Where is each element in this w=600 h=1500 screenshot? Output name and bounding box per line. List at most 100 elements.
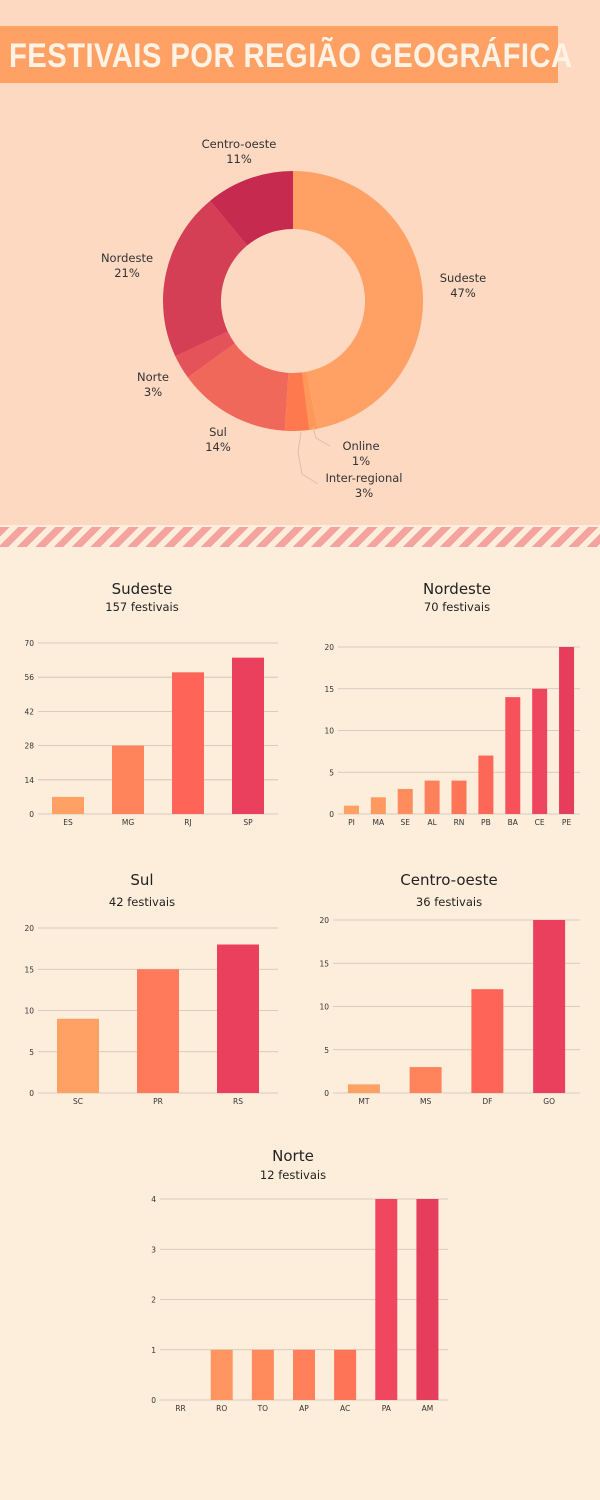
bar-rj [172, 672, 204, 814]
y-tick-label: 14 [24, 776, 34, 785]
x-tick-label-al: AL [427, 818, 437, 827]
x-tick-label-ro: RO [216, 1404, 227, 1413]
chart-title-nordeste: Nordeste [423, 580, 491, 598]
donut-slice-inter-regional [284, 372, 310, 432]
donut-value-norte: 3% [144, 385, 162, 399]
donut-value-nordeste: 21% [114, 266, 140, 280]
bar-ba [505, 697, 521, 814]
bar-al [424, 780, 440, 814]
donut-slice-centro-oeste [210, 171, 293, 246]
x-tick-label-pe: PE [562, 818, 572, 827]
y-tick-label: 5 [329, 768, 334, 777]
y-tick-label: 0 [29, 1089, 34, 1098]
bar-am [416, 1199, 439, 1400]
x-tick-label-ma: MA [373, 818, 385, 827]
donut-label-norte: Norte [137, 370, 169, 384]
y-tick-label: 10 [24, 1007, 34, 1016]
donut-slice-sul [187, 343, 289, 431]
y-tick-label: 2 [151, 1296, 156, 1305]
x-tick-label-pb: PB [481, 818, 491, 827]
x-tick-label-rs: RS [233, 1097, 243, 1106]
y-tick-label: 70 [24, 639, 34, 648]
bar-se [397, 788, 413, 814]
leader-line-inter-regional [297, 431, 319, 485]
title-bar: FESTIVAIS POR REGIÃO GEOGRÁFICA [0, 26, 572, 83]
donut-label-sul: Sul [209, 425, 227, 439]
y-tick-label: 42 [24, 707, 34, 716]
donut-label-online: Online [342, 439, 379, 453]
bar-chart-nordeste: Nordeste 70 festivais 0 5 10 15 20 PI MA SE AL RN PB… [324, 580, 580, 827]
y-tick-label: 4 [151, 1195, 156, 1204]
bar-ac [334, 1349, 357, 1400]
y-tick-label: 20 [24, 924, 34, 933]
bar-to [251, 1349, 274, 1400]
x-tick-label-ce: CE [535, 818, 545, 827]
x-tick-label-ms: MS [420, 1097, 431, 1106]
y-tick-label: 0 [151, 1396, 156, 1405]
x-tick-label-pa: PA [382, 1404, 392, 1413]
donut-label-inter-regional: Inter-regional [325, 471, 402, 485]
x-tick-label-ba: BA [508, 818, 519, 827]
donut-chart: Sudeste47%Online1%Inter-regional3%Sul14%… [101, 137, 486, 500]
y-tick-label: 3 [151, 1245, 156, 1254]
bar-chart-norte: Norte 12 festivais 0 1 2 3 4 RR RO TO AP AC PA AM [151, 1147, 448, 1413]
y-tick-label: 1 [151, 1346, 156, 1355]
leader-line-online [312, 426, 331, 447]
bar-ms [409, 1067, 442, 1093]
donut-value-sul: 14% [205, 440, 231, 454]
y-tick-label: 15 [324, 685, 334, 694]
x-tick-label-es: ES [63, 818, 73, 827]
bar-pi [343, 805, 359, 814]
chart-subtitle-sul: 42 festivais [109, 895, 175, 909]
donut-label-centro-oeste: Centro-oeste [202, 137, 277, 151]
bar-chart-centro-oeste: Centro-oeste 36 festivais 0 5 10 15 20 MT MS DF GO [319, 871, 580, 1106]
donut-slice-sudeste [293, 171, 424, 429]
x-tick-label-df: DF [482, 1097, 492, 1106]
chart-title-norte: Norte [272, 1147, 314, 1165]
y-tick-label: 0 [29, 810, 34, 819]
donut-label-sudeste: Sudeste [440, 271, 487, 285]
donut-slice-norte [175, 331, 235, 378]
bar-es [52, 796, 84, 814]
x-tick-label-to: TO [257, 1404, 269, 1413]
y-tick-label: 0 [324, 1089, 329, 1098]
donut-slice-online [302, 371, 318, 430]
donut-value-centro-oeste: 11% [226, 152, 252, 166]
bar-pr [137, 969, 179, 1093]
chart-subtitle-centro-oeste: 36 festivais [416, 895, 482, 909]
y-tick-label: 15 [319, 959, 329, 968]
bar-rn [451, 780, 467, 814]
bar-chart-sudeste: Sudeste 157 festivais 0 14 28 42 56 70 ES MG RJ SP [24, 580, 278, 827]
bar-chart-sul: Sul 42 festivais 0 5 10 15 20 SC PR RS [24, 871, 278, 1106]
y-tick-label: 56 [24, 673, 34, 682]
bar-ce [532, 688, 548, 814]
y-tick-label: 20 [324, 643, 334, 652]
bar-ro [210, 1349, 233, 1400]
x-tick-label-go: GO [543, 1097, 555, 1106]
chart-title-centro-oeste: Centro-oeste [400, 871, 497, 889]
x-tick-label-am: AM [422, 1404, 434, 1413]
chart-subtitle-sudeste: 157 festivais [105, 600, 178, 614]
x-tick-label-rn: RN [454, 818, 465, 827]
donut-label-nordeste: Nordeste [101, 251, 153, 265]
donut-value-online: 1% [352, 454, 370, 468]
y-tick-label: 10 [324, 727, 334, 736]
bar-rs [217, 944, 259, 1093]
page-title: FESTIVAIS POR REGIÃO GEOGRÁFICA [9, 37, 573, 75]
chart-title-sudeste: Sudeste [112, 580, 173, 598]
x-tick-label-pi: PI [348, 818, 355, 827]
chart-title-sul: Sul [130, 871, 153, 889]
y-tick-label: 5 [29, 1048, 34, 1057]
bar-ap [293, 1349, 315, 1400]
x-tick-label-ap: AP [299, 1404, 309, 1413]
x-tick-label-pr: PR [153, 1097, 163, 1106]
donut-value-inter-regional: 3% [355, 486, 373, 500]
y-tick-label: 10 [319, 1003, 329, 1012]
bar-pa [375, 1199, 398, 1400]
chart-subtitle-nordeste: 70 festivais [424, 600, 490, 614]
x-tick-label-mg: MG [122, 818, 134, 827]
bar-mt [347, 1084, 380, 1093]
y-tick-label: 15 [24, 965, 34, 974]
